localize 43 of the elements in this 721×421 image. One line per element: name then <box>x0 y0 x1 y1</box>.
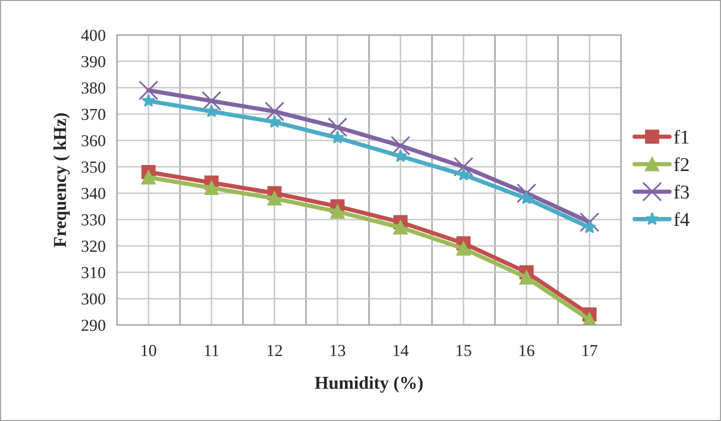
point <box>202 91 222 111</box>
y-tick-label: 360 <box>82 135 106 146</box>
point <box>328 117 348 138</box>
point <box>390 136 410 156</box>
x-tick-label: 17 <box>582 345 598 356</box>
x-tick-label: 15 <box>456 345 472 356</box>
y-tick-label: 330 <box>82 214 106 226</box>
x-tick-label: 14 <box>394 345 409 356</box>
y-tick-label: 310 <box>82 266 106 278</box>
y-tick-label: 380 <box>82 82 106 94</box>
y-tick-label: 290 <box>82 320 106 331</box>
point <box>142 94 156 107</box>
x-tick-label: 16 <box>520 344 534 356</box>
point <box>141 170 156 184</box>
point <box>204 180 219 195</box>
point <box>516 183 536 204</box>
x-tick-label: 10 <box>142 344 156 356</box>
x-tick-label: 12 <box>268 344 282 356</box>
point <box>519 270 534 285</box>
legend-label: f3 <box>674 184 689 199</box>
y-tick-label: 320 <box>82 240 106 252</box>
point <box>330 204 345 219</box>
point <box>264 102 284 122</box>
point <box>580 212 600 232</box>
point <box>138 80 158 100</box>
x-tick-label: 13 <box>330 344 346 356</box>
point <box>393 220 408 235</box>
y-tick-label: 370 <box>82 108 106 120</box>
point <box>456 241 471 256</box>
y-tick-label: 340 <box>82 188 106 200</box>
legend-label: f1 <box>674 130 689 144</box>
legend-label: f2 <box>674 157 689 171</box>
y-tick-label: 390 <box>82 56 106 68</box>
x-tick-label: 11 <box>204 345 219 356</box>
point <box>267 191 282 206</box>
y-axis-title: Frequency ( kHz) <box>53 113 70 248</box>
y-tick-label: 300 <box>82 293 106 305</box>
point <box>454 156 474 177</box>
legend-label: f4 <box>674 212 690 226</box>
y-tick-label: 350 <box>82 162 106 173</box>
x-axis-title: Humidity (%) <box>314 376 423 393</box>
point <box>268 114 282 128</box>
y-tick-label: 400 <box>81 30 106 41</box>
